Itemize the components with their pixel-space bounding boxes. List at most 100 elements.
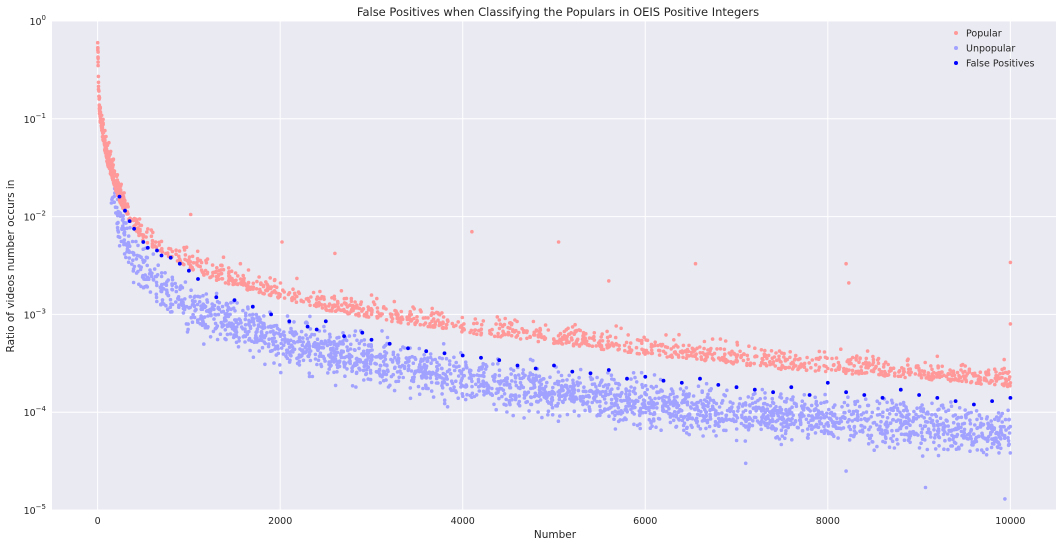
unpopular-point xyxy=(613,413,617,418)
unpopular-point xyxy=(527,409,531,413)
popular-point xyxy=(501,329,505,334)
false-positive-point xyxy=(287,319,292,324)
unpopular-point xyxy=(643,410,648,415)
popular-point xyxy=(724,360,728,365)
popular-point xyxy=(456,320,461,324)
unpopular-point xyxy=(770,396,775,401)
unpopular-point xyxy=(350,384,355,388)
unpopular-point xyxy=(687,416,692,421)
unpopular-point xyxy=(904,425,909,430)
unpopular-point xyxy=(741,410,746,414)
unpopular-point xyxy=(590,400,594,405)
series-false-positives xyxy=(117,194,1013,407)
unpopular-point xyxy=(682,416,686,420)
popular-point xyxy=(533,333,537,337)
popular-point xyxy=(644,338,648,342)
popular-point xyxy=(290,295,295,300)
unpopular-point xyxy=(563,397,567,402)
popular-point xyxy=(513,318,517,322)
false-positive-point xyxy=(214,295,219,300)
unpopular-point xyxy=(131,251,136,255)
unpopular-point xyxy=(224,303,228,307)
unpopular-point xyxy=(700,390,704,395)
unpopular-point xyxy=(696,400,701,405)
unpopular-point xyxy=(595,399,599,404)
popular-point xyxy=(570,338,574,342)
popular-point xyxy=(634,345,639,350)
unpopular-point xyxy=(779,428,784,433)
popular-point xyxy=(676,355,681,359)
unpopular-point xyxy=(629,407,633,412)
unpopular-point xyxy=(1007,417,1011,422)
popular-point xyxy=(432,311,436,316)
popular-point xyxy=(495,315,500,319)
popular-point xyxy=(366,315,371,319)
unpopular-point xyxy=(201,293,205,298)
unpopular-point xyxy=(374,369,379,374)
popular-point xyxy=(879,370,883,375)
popular-point xyxy=(847,360,852,365)
unpopular-point xyxy=(838,416,843,421)
popular-point xyxy=(738,349,742,354)
unpopular-point xyxy=(571,378,575,383)
popular-point xyxy=(355,303,359,308)
popular-point xyxy=(930,367,934,372)
popular-point xyxy=(882,362,886,367)
unpopular-point xyxy=(148,290,153,294)
popular-point xyxy=(496,334,500,339)
unpopular-point xyxy=(366,355,371,359)
popular-point xyxy=(290,298,294,303)
popular-point xyxy=(992,367,997,372)
unpopular-point xyxy=(705,403,710,408)
unpopular-point xyxy=(743,461,748,466)
unpopular-point xyxy=(492,379,497,383)
unpopular-point xyxy=(690,417,695,421)
unpopular-point xyxy=(924,411,929,416)
popular-point xyxy=(628,341,633,345)
popular-point xyxy=(957,378,961,383)
unpopular-point xyxy=(780,417,784,422)
unpopular-point xyxy=(629,385,633,389)
unpopular-point xyxy=(566,390,570,395)
unpopular-point xyxy=(201,320,205,324)
unpopular-point xyxy=(342,365,347,369)
unpopular-point xyxy=(968,449,972,454)
unpopular-point xyxy=(876,406,880,411)
unpopular-point xyxy=(790,438,794,442)
unpopular-point xyxy=(878,431,883,435)
unpopular-point xyxy=(757,405,761,410)
unpopular-point xyxy=(421,386,425,391)
popular-point xyxy=(799,362,803,366)
unpopular-point xyxy=(930,418,935,423)
popular-point xyxy=(830,356,834,361)
unpopular-point xyxy=(244,314,248,318)
unpopular-point xyxy=(465,365,469,370)
unpopular-point xyxy=(142,259,146,264)
popular-point xyxy=(867,363,872,368)
unpopular-point xyxy=(385,335,390,340)
unpopular-point xyxy=(808,409,812,413)
unpopular-point xyxy=(655,401,659,406)
popular-point xyxy=(753,346,757,351)
unpopular-point xyxy=(355,338,359,343)
unpopular-point xyxy=(687,392,691,396)
false-positive-point xyxy=(898,387,903,392)
popular-point xyxy=(472,331,476,336)
popular-point xyxy=(847,368,851,372)
unpopular-point xyxy=(974,409,979,413)
unpopular-point xyxy=(725,388,729,393)
unpopular-point xyxy=(847,438,852,442)
popular-point xyxy=(735,343,740,347)
unpopular-point xyxy=(334,342,338,347)
unpopular-point xyxy=(779,396,784,400)
x-tick-label: 6000 xyxy=(633,516,657,527)
unpopular-point xyxy=(884,436,888,441)
unpopular-point xyxy=(806,432,811,437)
unpopular-point xyxy=(315,362,319,367)
unpopular-point xyxy=(529,386,533,391)
unpopular-point xyxy=(985,447,989,452)
popular-point xyxy=(109,171,114,175)
popular-point xyxy=(712,351,717,356)
popular-point xyxy=(528,335,532,340)
unpopular-point xyxy=(716,416,721,421)
